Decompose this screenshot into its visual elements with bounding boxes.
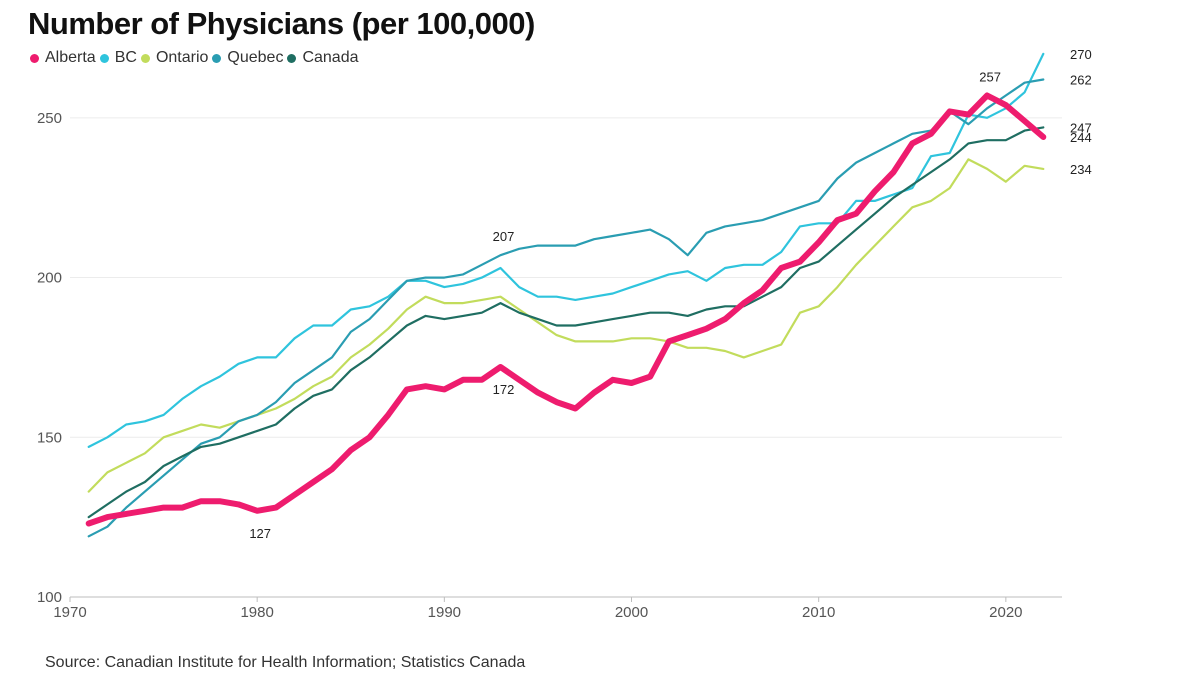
y-tick-label: 200 bbox=[37, 270, 62, 287]
legend-item-bc: BC bbox=[99, 49, 137, 67]
x-tick-label: 1980 bbox=[240, 604, 273, 621]
x-tick-label: 1970 bbox=[53, 604, 86, 621]
source-note: Source: Canadian Institute for Health In… bbox=[45, 654, 526, 671]
data-label: 257 bbox=[979, 69, 1001, 84]
legend-item-alberta: Alberta bbox=[30, 49, 96, 67]
legend-label: Quebec bbox=[227, 49, 284, 66]
series-line-canada bbox=[87, 126, 1045, 519]
series-line-quebec bbox=[87, 78, 1045, 538]
series-line-bc bbox=[87, 52, 1045, 448]
axes: 100 150 200 250 1970 1980 1990 2000 2010 2020 bbox=[37, 110, 1023, 621]
legend-label: Ontario bbox=[155, 49, 209, 66]
data-label: 247 bbox=[1070, 120, 1092, 135]
legend-swatch bbox=[212, 53, 222, 63]
legend-label: BC bbox=[114, 49, 137, 66]
data-label: 262 bbox=[1070, 73, 1092, 88]
legend-swatch bbox=[30, 53, 39, 63]
legend: Alberta BC Ontario Quebec Canada bbox=[30, 49, 363, 67]
y-tick-label: 250 bbox=[37, 110, 62, 127]
data-label: 244 bbox=[1070, 130, 1092, 145]
legend-swatch bbox=[140, 53, 150, 63]
series-lines bbox=[85, 52, 1047, 538]
legend-label: Alberta bbox=[45, 49, 96, 66]
x-tick-label: 2020 bbox=[989, 604, 1022, 621]
legend-swatch bbox=[287, 53, 297, 63]
y-tick-label: 150 bbox=[37, 429, 62, 446]
chart-title: Number of Physicians (per 100,000) bbox=[28, 6, 535, 41]
data-label: 234 bbox=[1070, 162, 1092, 177]
legend-item-canada: Canada bbox=[287, 49, 359, 67]
gridlines bbox=[70, 117, 1062, 598]
data-label: 172 bbox=[493, 382, 515, 397]
legend-item-ontario: Ontario bbox=[140, 49, 209, 67]
x-tick-label: 2000 bbox=[615, 604, 648, 621]
data-label: 270 bbox=[1070, 47, 1092, 62]
data-label: 127 bbox=[249, 526, 271, 541]
legend-label: Canada bbox=[302, 49, 359, 66]
x-tick-label: 1990 bbox=[428, 604, 461, 621]
series-line-alberta bbox=[85, 92, 1047, 527]
data-label: 207 bbox=[493, 229, 515, 244]
y-tick-label: 100 bbox=[37, 589, 62, 606]
legend-item-quebec: Quebec bbox=[212, 49, 283, 67]
legend-swatch bbox=[99, 53, 109, 63]
x-tick-label: 2010 bbox=[802, 604, 835, 621]
